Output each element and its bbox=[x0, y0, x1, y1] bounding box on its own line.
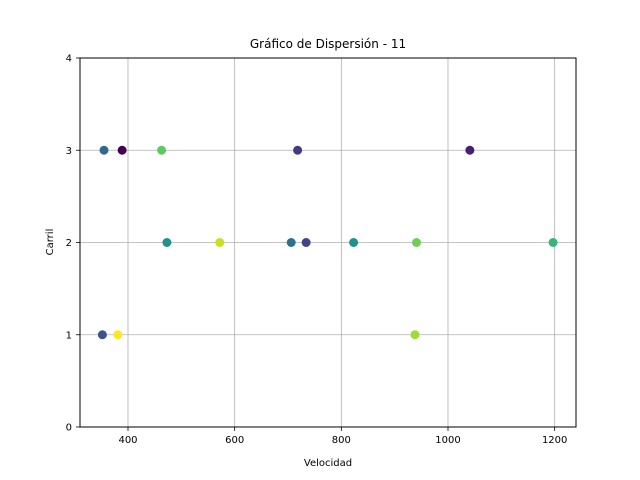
y-tick-label: 2 bbox=[66, 238, 72, 249]
scatter-point bbox=[215, 238, 225, 247]
data-points bbox=[97, 145, 558, 340]
scatter-point bbox=[162, 238, 172, 247]
scatter-point bbox=[113, 330, 123, 340]
scatter-point bbox=[99, 145, 109, 155]
y-tick-label: 3 bbox=[66, 146, 72, 157]
y-tick-label: 1 bbox=[66, 330, 72, 341]
y-axis-label: Carril bbox=[45, 229, 56, 256]
scatter-point bbox=[301, 238, 311, 247]
scatter-point bbox=[412, 238, 422, 247]
scatter-point bbox=[465, 145, 475, 155]
scatter-point bbox=[157, 145, 167, 155]
y-axis-ticks: 0 1 2 3 4 bbox=[66, 54, 80, 434]
x-tick-label: 1000 bbox=[435, 435, 460, 446]
scatter-point bbox=[548, 238, 558, 247]
x-tick-label: 400 bbox=[118, 435, 137, 446]
x-tick-label: 1200 bbox=[542, 435, 567, 446]
y-tick-label: 4 bbox=[66, 54, 72, 65]
x-tick-label: 800 bbox=[332, 435, 351, 446]
y-tick-label: 0 bbox=[66, 423, 72, 434]
scatter-point bbox=[117, 145, 127, 155]
x-tick-label: 600 bbox=[225, 435, 244, 446]
scatter-point bbox=[410, 330, 420, 340]
scatter-point bbox=[293, 145, 303, 155]
chart-title: Gráfico de Dispersión - 11 bbox=[250, 37, 406, 51]
x-axis-label: Velocidad bbox=[304, 458, 352, 469]
scatter-point bbox=[349, 238, 359, 247]
scatter-point bbox=[286, 238, 296, 247]
x-axis-ticks: 400 600 800 1000 1200 bbox=[118, 427, 567, 446]
scatter-point bbox=[97, 330, 107, 340]
